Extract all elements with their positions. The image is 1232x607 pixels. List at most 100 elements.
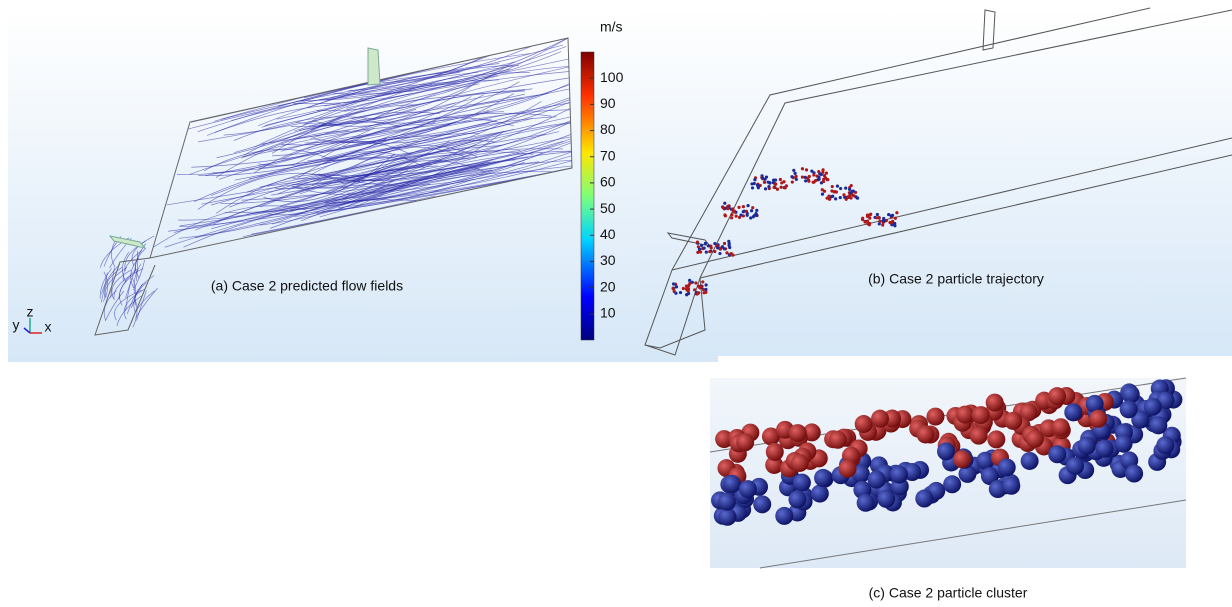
sphere: [829, 431, 847, 449]
particle: [746, 204, 749, 207]
sphere: [972, 406, 990, 424]
sphere: [868, 471, 886, 489]
sphere: [986, 394, 1004, 412]
particle: [836, 185, 839, 188]
particle: [893, 224, 896, 227]
sphere: [1096, 440, 1114, 458]
particle: [691, 281, 694, 284]
particle: [755, 214, 758, 217]
particle: [694, 281, 697, 284]
particle: [834, 197, 837, 200]
sphere: [1144, 398, 1162, 416]
particle: [723, 202, 726, 205]
particle: [849, 191, 852, 194]
particle: [839, 196, 842, 199]
particle: [679, 291, 682, 294]
particle: [726, 207, 729, 210]
particle: [751, 206, 754, 209]
particle: [763, 181, 766, 184]
axis-label: z: [27, 304, 34, 320]
sphere: [814, 469, 832, 487]
particle: [742, 205, 745, 208]
particle: [696, 241, 699, 244]
particle: [742, 210, 745, 213]
sphere: [917, 425, 935, 443]
particle: [757, 185, 760, 188]
sphere: [1021, 452, 1039, 470]
panel-b-background: [640, 8, 1232, 356]
particle: [861, 217, 864, 220]
sphere: [766, 443, 784, 461]
sphere: [839, 460, 857, 478]
particle: [878, 220, 881, 223]
particle: [687, 289, 690, 292]
particle: [794, 175, 797, 178]
caption: (b) Case 2 particle trajectory: [868, 271, 1044, 287]
colorbar-tick-label: 70: [600, 147, 616, 163]
particle: [751, 186, 754, 189]
particle: [774, 178, 777, 181]
particle: [727, 240, 730, 243]
particle: [844, 187, 847, 190]
sphere: [1089, 410, 1107, 428]
sphere: [926, 408, 944, 426]
particle: [821, 188, 824, 191]
particle: [675, 285, 678, 288]
colorbar-tick-label: 10: [600, 305, 616, 321]
particle: [805, 168, 808, 171]
particle: [876, 213, 879, 216]
sphere: [1086, 395, 1104, 413]
sphere: [789, 424, 807, 442]
particle: [790, 175, 793, 178]
sphere: [1004, 412, 1022, 430]
sphere: [956, 406, 974, 424]
particle: [842, 193, 845, 196]
particle: [806, 176, 809, 179]
particle: [731, 207, 734, 210]
particle: [782, 180, 785, 183]
particle: [704, 283, 707, 286]
sphere: [871, 410, 889, 428]
particle: [699, 250, 702, 253]
particle: [882, 217, 885, 220]
particle: [696, 251, 699, 254]
particle: [705, 251, 708, 254]
particle: [767, 185, 770, 188]
sphere: [1048, 387, 1066, 405]
particle: [688, 279, 691, 282]
sphere: [1125, 465, 1143, 483]
colorbar-tick-label: 60: [600, 174, 616, 190]
sphere: [1002, 477, 1020, 495]
particle: [784, 186, 787, 189]
particle: [850, 184, 853, 187]
sphere: [1048, 445, 1066, 463]
particle: [682, 287, 685, 290]
particle: [864, 220, 867, 223]
particle: [735, 215, 738, 218]
sphere: [937, 442, 955, 460]
sphere: [976, 452, 994, 470]
particle: [831, 195, 834, 198]
colorbar-tick-label: 20: [600, 278, 616, 294]
particle: [812, 173, 815, 176]
particle: [826, 178, 829, 181]
sphere: [915, 490, 933, 508]
particle: [699, 285, 702, 288]
particle: [723, 213, 726, 216]
axis-label: y: [13, 317, 20, 333]
sphere: [877, 490, 895, 508]
particle: [737, 206, 740, 209]
particle: [889, 221, 892, 224]
particle: [718, 252, 721, 255]
particle: [672, 287, 675, 290]
caption: (c) Case 2 particle cluster: [869, 585, 1028, 601]
sphere: [736, 433, 754, 451]
particle: [881, 223, 884, 226]
sphere: [788, 490, 806, 508]
particle: [723, 247, 726, 250]
colorbar-tick-label: 40: [600, 226, 616, 242]
colorbar-tick-label: 90: [600, 95, 616, 111]
colorbar-tick-label: 80: [600, 121, 616, 137]
sphere: [753, 495, 771, 513]
particle: [776, 188, 779, 191]
